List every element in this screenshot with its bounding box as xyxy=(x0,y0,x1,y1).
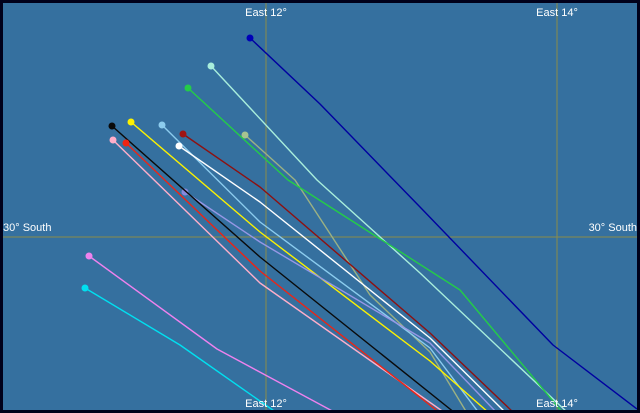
track-start-dot-pink xyxy=(109,136,117,144)
track-start-dot-sky-blue xyxy=(158,121,166,129)
track-cyan xyxy=(84,287,278,413)
track-dark-red xyxy=(182,133,515,413)
track-purple xyxy=(184,191,498,413)
track-start-dot-violet xyxy=(85,252,93,260)
grid-label-top-1: East 14° xyxy=(536,7,578,19)
grid-label-left-0: 30° South xyxy=(3,222,51,234)
track-start-dot-khaki xyxy=(241,131,249,139)
grid-label-top-0: East 12° xyxy=(245,7,287,19)
track-red xyxy=(125,142,441,413)
grid-label-right-0: 30° South xyxy=(589,222,637,234)
track-pink xyxy=(112,139,446,413)
track-start-dot-purple xyxy=(181,188,189,196)
track-start-dot-pale-turquoise xyxy=(207,62,215,70)
track-start-dot-black xyxy=(108,122,116,130)
track-start-dot-cyan xyxy=(81,284,89,292)
track-start-dot-yellow xyxy=(127,118,135,126)
track-start-dot-red xyxy=(122,139,130,147)
grid-label-bottom-0: East 12° xyxy=(245,398,287,410)
track-yellow xyxy=(130,121,490,413)
track-start-dot-green xyxy=(184,84,192,92)
track-navy xyxy=(249,37,638,410)
track-start-dot-dark-red xyxy=(179,130,187,138)
track-pale-turquoise xyxy=(210,65,569,413)
track-start-dot-white xyxy=(175,142,183,150)
grid-label-bottom-1: East 14° xyxy=(536,398,578,410)
track-green xyxy=(187,87,564,413)
track-violet xyxy=(88,255,337,413)
track-sky-blue xyxy=(161,124,480,413)
track-white xyxy=(178,145,507,413)
track-start-dot-navy xyxy=(246,34,254,42)
track-black xyxy=(111,125,456,413)
